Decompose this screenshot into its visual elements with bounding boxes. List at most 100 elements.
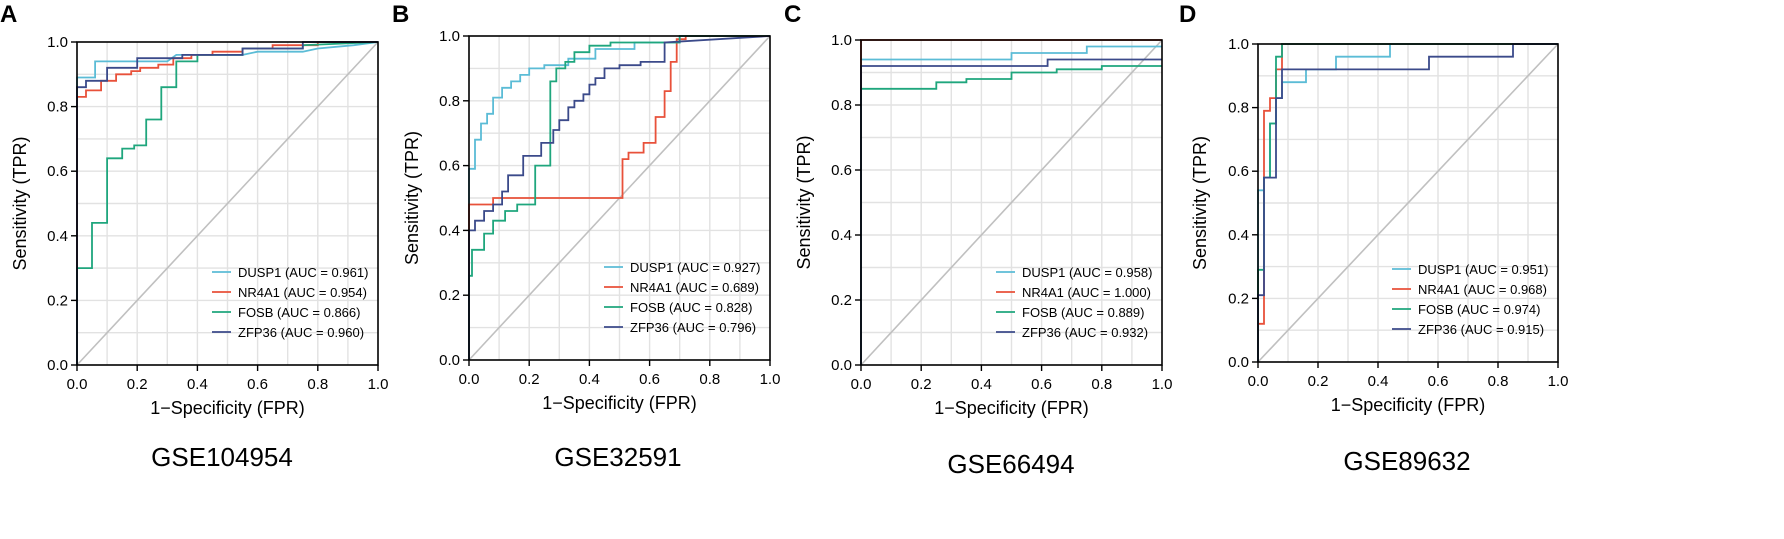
y-tick-label: 0.2 [439, 287, 460, 304]
dataset-caption: GSE66494 [947, 449, 1074, 479]
roc-curve-zfp36 [468, 35, 771, 360]
legend-entry-dusp1: DUSP1 (AUC = 0.927) [630, 260, 760, 275]
y-tick-label: 0.4 [831, 227, 852, 244]
x-tick-label: 0.8 [1488, 373, 1509, 390]
dataset-caption: GSE89632 [1343, 446, 1470, 476]
roc-curve-fosb [1257, 43, 1558, 362]
grid [77, 42, 378, 365]
y-tick-label: 0.6 [831, 162, 852, 179]
legend: DUSP1 (AUC = 0.951) NR4A1 (AUC = 0.968) FO… [1392, 262, 1548, 337]
x-axis-label: 1−Specificity (FPR) [1331, 395, 1486, 415]
chance-diagonal [1257, 43, 1559, 363]
y-tick-label: 0.4 [47, 228, 68, 245]
plot-frame [468, 35, 771, 361]
legend-entry-zfp36: ZFP36 (AUC = 0.960) [238, 325, 364, 340]
x-tick-label: 0.4 [579, 371, 600, 388]
y-tick-label: 0.6 [439, 158, 460, 175]
x-tick-label: 0.0 [1248, 373, 1269, 390]
x-tick-label: 0.6 [1428, 373, 1449, 390]
y-tick-label: 0.8 [831, 97, 852, 114]
x-tick-label: 0.2 [1308, 373, 1329, 390]
y-axis-label: Sensitivity (TPR) [1190, 136, 1210, 270]
y-tick-label: 0.6 [47, 163, 68, 180]
panel-letter: B [392, 1, 409, 28]
legend: DUSP1 (AUC = 0.958) NR4A1 (AUC = 1.000) FO… [996, 265, 1152, 340]
roc-panel-b: 0.0 0.2 0.4 0.6 0.8 1.0 0.0 0.2 0.4 0.6 0.8 1.0 1−Sp… [392, 1, 780, 472]
y-tick-label: 1.0 [1228, 36, 1249, 53]
roc-curve-dusp1 [468, 35, 770, 360]
chance-diagonal [76, 41, 379, 366]
y-tick-label: 1.0 [47, 34, 68, 51]
legend-entry-nr4a1: NR4A1 (AUC = 1.000) [1022, 285, 1151, 300]
dataset-caption: GSE104954 [151, 442, 293, 472]
x-tick-label: 0.4 [971, 376, 992, 393]
y-tick-label: 0.2 [1228, 290, 1249, 307]
panel-letter: D [1179, 1, 1196, 28]
x-tick-label: 0.0 [67, 376, 88, 393]
x-tick-label: 0.6 [639, 371, 660, 388]
legend-entry-nr4a1: NR4A1 (AUC = 0.689) [630, 280, 759, 295]
x-axis-label: 1−Specificity (FPR) [542, 393, 697, 413]
legend-entry-nr4a1: NR4A1 (AUC = 0.968) [1418, 282, 1547, 297]
roc-panel-d: 0.0 0.2 0.4 0.6 0.8 1.0 0.0 0.2 0.4 0.6 0.8 1.0 1−Sp… [1179, 1, 1568, 476]
legend: DUSP1 (AUC = 0.927) NR4A1 (AUC = 0.689) FO… [604, 260, 760, 335]
legend-entry-nr4a1: NR4A1 (AUC = 0.954) [238, 285, 367, 300]
y-tick-label: 1.0 [439, 28, 460, 45]
x-tick-label: 0.2 [127, 376, 148, 393]
x-tick-label: 0.8 [699, 371, 720, 388]
x-tick-label: 0.2 [519, 371, 540, 388]
roc-curve-fosb [468, 35, 770, 360]
y-tick-label: 0.0 [1228, 354, 1249, 371]
dataset-caption: GSE32591 [554, 442, 681, 472]
y-tick-label: 0.6 [1228, 163, 1249, 180]
y-axis-label: Sensitivity (TPR) [794, 135, 814, 269]
roc-curve-nr4a1 [1257, 43, 1558, 362]
x-tick-label: 0.0 [459, 371, 480, 388]
legend-entry-fosb: FOSB (AUC = 0.866) [238, 305, 360, 320]
y-axis-label: Sensitivity (TPR) [10, 136, 30, 270]
roc-panel-a: 0.0 0.2 0.4 0.6 0.8 1.0 0.0 0.2 0.4 0.6 0.8 1.0 1−Sp… [0, 1, 388, 472]
legend-entry-fosb: FOSB (AUC = 0.889) [1022, 305, 1144, 320]
y-tick-label: 0.8 [1228, 100, 1249, 117]
x-tick-label: 0.6 [1031, 376, 1052, 393]
legend-entry-dusp1: DUSP1 (AUC = 0.951) [1418, 262, 1548, 277]
y-tick-label: 0.2 [47, 292, 68, 309]
legend-entry-zfp36: ZFP36 (AUC = 0.932) [1022, 325, 1148, 340]
y-tick-label: 0.4 [439, 222, 460, 239]
x-tick-label: 0.8 [1091, 376, 1112, 393]
legend: DUSP1 (AUC = 0.961) NR4A1 (AUC = 0.954) FO… [212, 265, 368, 340]
x-tick-label: 0.4 [1368, 373, 1389, 390]
x-axis-label: 1−Specificity (FPR) [150, 398, 305, 418]
roc-panel-c: 0.0 0.2 0.4 0.6 0.8 1.0 0.0 0.2 0.4 0.6 0.8 1.0 1−Sp… [784, 1, 1172, 479]
panel-letter: A [0, 1, 17, 28]
y-tick-label: 0.0 [831, 357, 852, 374]
x-tick-label: 1.0 [760, 371, 781, 388]
plot-frame [1257, 43, 1559, 363]
legend-entry-dusp1: DUSP1 (AUC = 0.961) [238, 265, 368, 280]
y-tick-label: 1.0 [831, 32, 852, 49]
legend-entry-zfp36: ZFP36 (AUC = 0.796) [630, 320, 756, 335]
y-tick-label: 0.8 [47, 99, 68, 116]
x-tick-label: 1.0 [1152, 376, 1173, 393]
roc-curve-zfp36 [76, 41, 378, 365]
roc-curve-nr4a1 [468, 35, 770, 360]
x-axis-label: 1−Specificity (FPR) [934, 398, 1089, 418]
chance-diagonal [860, 39, 1163, 366]
plot-frame [76, 41, 379, 366]
y-tick-label: 0.2 [831, 292, 852, 309]
grid [1258, 44, 1558, 362]
legend-entry-zfp36: ZFP36 (AUC = 0.915) [1418, 322, 1544, 337]
legend-entry-dusp1: DUSP1 (AUC = 0.958) [1022, 265, 1152, 280]
legend-entry-fosb: FOSB (AUC = 0.974) [1418, 302, 1540, 317]
y-tick-label: 0.8 [439, 93, 460, 110]
legend-entry-fosb: FOSB (AUC = 0.828) [630, 300, 752, 315]
x-tick-label: 0.4 [187, 376, 208, 393]
x-tick-label: 0.2 [911, 376, 932, 393]
x-tick-label: 1.0 [368, 376, 389, 393]
y-tick-label: 0.0 [439, 352, 460, 369]
plot-frame [860, 39, 1163, 366]
x-tick-label: 0.6 [247, 376, 268, 393]
y-tick-label: 0.4 [1228, 227, 1249, 244]
x-tick-label: 0.0 [851, 376, 872, 393]
roc-curve-zfp36 [1257, 43, 1558, 362]
